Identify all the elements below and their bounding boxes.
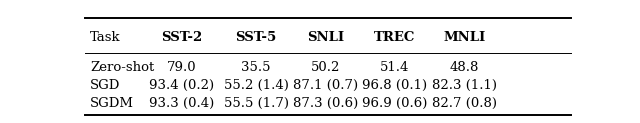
Text: 51.4: 51.4	[380, 61, 410, 74]
Text: Task: Task	[90, 31, 120, 44]
Text: 82.7 (0.8): 82.7 (0.8)	[432, 97, 497, 110]
Text: SNLI: SNLI	[307, 31, 344, 44]
Text: 50.2: 50.2	[311, 61, 340, 74]
Text: SGDM: SGDM	[90, 97, 134, 110]
Text: 79.0: 79.0	[167, 61, 196, 74]
Text: Zero-shot: Zero-shot	[90, 61, 154, 74]
Text: SST-2: SST-2	[161, 31, 202, 44]
Text: 93.4 (0.2): 93.4 (0.2)	[149, 79, 214, 92]
Text: 35.5: 35.5	[241, 61, 271, 74]
Text: 48.8: 48.8	[450, 61, 479, 74]
Text: TREC: TREC	[374, 31, 415, 44]
Text: MNLI: MNLI	[444, 31, 486, 44]
Text: 96.9 (0.6): 96.9 (0.6)	[362, 97, 428, 110]
Text: 87.3 (0.6): 87.3 (0.6)	[293, 97, 358, 110]
Text: 55.2 (1.4): 55.2 (1.4)	[223, 79, 289, 92]
Text: 93.3 (0.4): 93.3 (0.4)	[149, 97, 214, 110]
Text: 87.1 (0.7): 87.1 (0.7)	[293, 79, 358, 92]
Text: 82.3 (1.1): 82.3 (1.1)	[432, 79, 497, 92]
Text: 55.5 (1.7): 55.5 (1.7)	[223, 97, 289, 110]
Text: 96.8 (0.1): 96.8 (0.1)	[362, 79, 428, 92]
Text: SST-5: SST-5	[236, 31, 276, 44]
Text: SGD: SGD	[90, 79, 120, 92]
